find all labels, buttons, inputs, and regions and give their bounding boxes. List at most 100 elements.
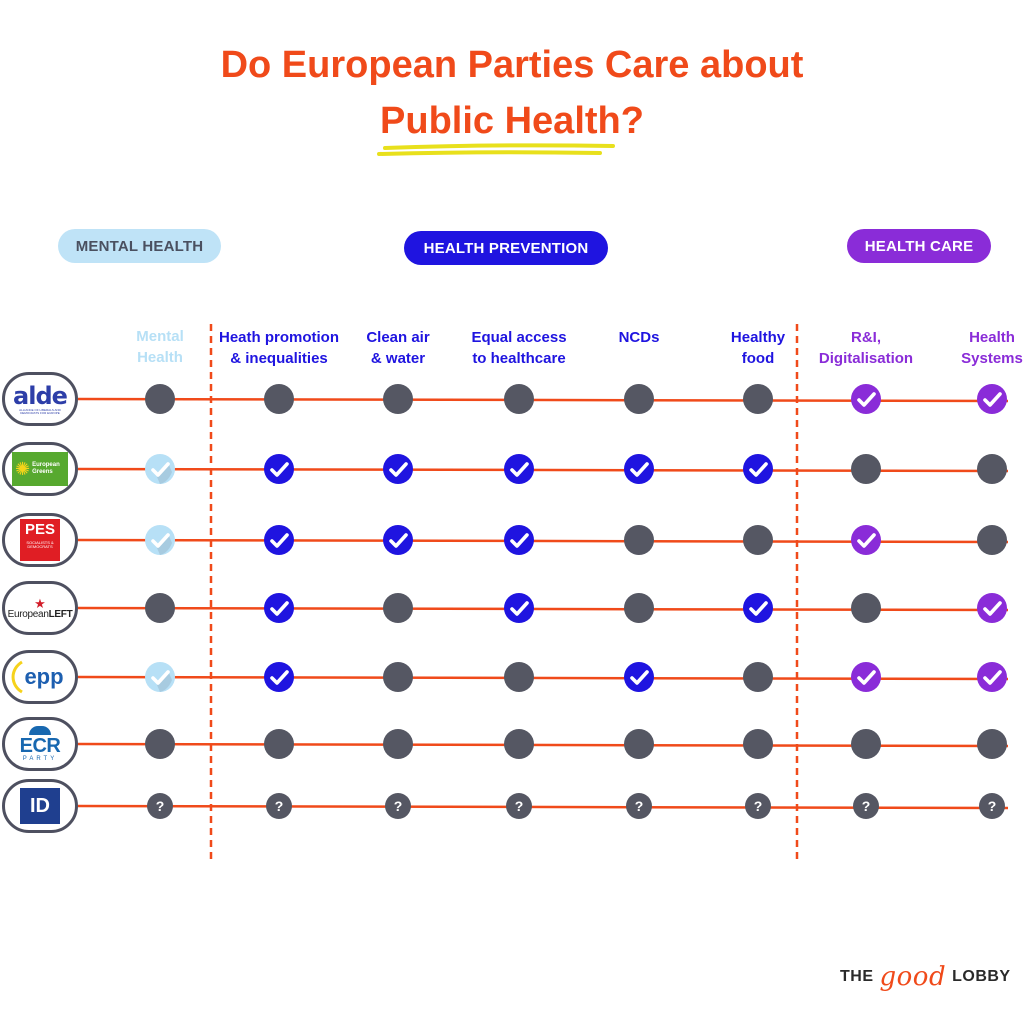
no-dot — [624, 525, 654, 555]
brand-logo: THE good LOBBY — [840, 962, 1011, 992]
no-dot — [145, 593, 175, 623]
group-health-prevention: HEALTH PREVENTION — [404, 231, 608, 265]
column-header-line1: Heath promotion — [219, 329, 339, 346]
check-icon — [504, 593, 534, 623]
unknown-icon: ? — [853, 793, 879, 819]
no-dot — [145, 729, 175, 759]
no-dot — [743, 729, 773, 759]
check-icon — [264, 525, 294, 555]
unknown-icon: ? — [506, 793, 532, 819]
check-icon — [383, 525, 413, 555]
check-icon — [977, 662, 1007, 692]
brand-good: good — [879, 962, 947, 992]
unknown-icon: ? — [745, 793, 771, 819]
no-dot — [851, 729, 881, 759]
check-icon — [624, 662, 654, 692]
column-header-air: Clean air & water — [366, 327, 429, 369]
unknown-mark: ? — [394, 798, 403, 814]
pes-logo: PES SOCIALISTS & DEMOCRATS — [2, 513, 78, 567]
check-icon — [264, 593, 294, 623]
pes-subtitle: SOCIALISTS & DEMOCRATS — [26, 540, 54, 550]
no-dot — [145, 384, 175, 414]
check-icon — [624, 454, 654, 484]
unknown-icon: ? — [147, 793, 173, 819]
title-line-2: Public Health? — [380, 100, 644, 142]
check-icon — [264, 662, 294, 692]
column-header-food: Healthy food — [731, 327, 785, 369]
column-header-line1: Healthy — [730, 329, 786, 346]
check-icon — [743, 454, 773, 484]
check-icon — [145, 525, 175, 555]
epp-arc-icon — [11, 660, 23, 694]
id-party-logo: ID — [2, 779, 78, 833]
column-header-line1: Equal access — [471, 329, 567, 346]
european-left-logo: ★ EuropeanLEFT — [2, 581, 78, 635]
title-line-1: Do European Parties Care about — [220, 44, 804, 86]
check-icon — [383, 454, 413, 484]
ecr-lion-icon — [28, 726, 51, 735]
no-dot — [743, 662, 773, 692]
no-dot — [743, 525, 773, 555]
column-header-line1: R&I, — [851, 329, 881, 346]
column-header-line1: Clean air — [366, 329, 430, 346]
column-header-promotion: Heath promotion & inequalities — [219, 327, 339, 369]
check-icon — [977, 384, 1007, 414]
check-icon — [851, 384, 881, 414]
brand-the: THE — [840, 968, 874, 985]
column-header-line1: Health — [969, 329, 1015, 346]
no-dot — [264, 729, 294, 759]
column-header-line2: Health — [137, 349, 183, 366]
column-header-ri: R&I, Digitalisation — [819, 327, 913, 369]
check-icon — [264, 454, 294, 484]
no-dot — [977, 454, 1007, 484]
check-icon — [145, 454, 175, 484]
no-dot — [383, 593, 413, 623]
pes-wordmark: PES — [24, 521, 55, 538]
group-mental-health: MENTAL HEALTH — [58, 229, 221, 263]
left-wordmark-bold: LEFT — [48, 608, 73, 620]
alde-logo: alde ALLIANCE OF LIBERALS AND DEMOCRATS … — [2, 372, 78, 426]
no-dot — [504, 729, 534, 759]
alde-wordmark: alde — [13, 381, 68, 410]
no-dot — [383, 662, 413, 692]
unknown-mark: ? — [988, 798, 997, 814]
column-header-line2: & inequalities — [230, 350, 328, 367]
sunflower-icon: ✺ — [15, 459, 31, 479]
greens-wordmark: European Greens — [32, 462, 60, 475]
unknown-mark: ? — [862, 798, 871, 814]
check-icon — [977, 593, 1007, 623]
unknown-mark: ? — [515, 798, 524, 814]
no-dot — [383, 384, 413, 414]
left-wordmark: European — [7, 608, 49, 620]
alde-subtitle: ALLIANCE OF LIBERALS AND DEMOCRATS FOR E… — [19, 407, 61, 415]
brand-lobby: LOBBY — [952, 968, 1011, 985]
epp-logo: epp — [2, 650, 78, 704]
column-header-line2: food — [741, 350, 775, 367]
star-icon: ★ — [34, 595, 46, 611]
unknown-mark: ? — [275, 798, 284, 814]
no-dot — [624, 593, 654, 623]
no-dot — [504, 662, 534, 692]
column-header-line2: & water — [370, 350, 426, 367]
no-dot — [977, 729, 1007, 759]
no-dot — [743, 384, 773, 414]
column-header-access: Equal access to healthcare — [471, 327, 566, 369]
unknown-icon: ? — [626, 793, 652, 819]
no-dot — [383, 729, 413, 759]
unknown-mark: ? — [754, 798, 763, 814]
group-health-care: HEALTH CARE — [847, 229, 991, 263]
no-dot — [624, 729, 654, 759]
ecr-wordmark: ECR — [19, 735, 61, 757]
no-dot — [851, 593, 881, 623]
unknown-icon: ? — [385, 793, 411, 819]
check-icon — [851, 525, 881, 555]
unknown-icon: ? — [979, 793, 1005, 819]
epp-wordmark: epp — [24, 664, 64, 689]
european-greens-logo: ✺ European Greens — [2, 442, 78, 496]
no-dot — [624, 384, 654, 414]
row-line-id-party — [77, 804, 1009, 810]
column-header-line2: to healthcare — [472, 350, 566, 367]
no-dot — [264, 384, 294, 414]
column-header-mental: Mental Health — [136, 326, 184, 368]
